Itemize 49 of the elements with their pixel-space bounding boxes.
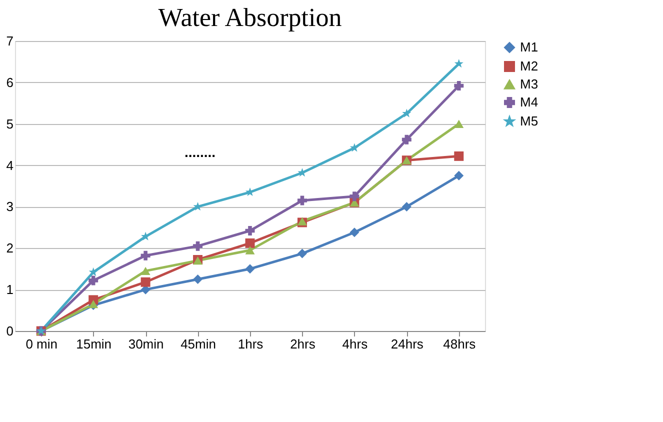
point (245, 226, 255, 236)
point (245, 264, 255, 274)
legend-label: M4 (520, 94, 538, 110)
point (140, 250, 150, 260)
x-tick-label: 45min (180, 336, 216, 352)
point (141, 232, 150, 240)
legend-label: M5 (520, 114, 538, 128)
point (350, 143, 359, 152)
point (245, 238, 255, 248)
legend-label: M1 (520, 40, 538, 54)
y-tick-label: 4 (6, 158, 14, 173)
x-tick-label: 48hrs (443, 336, 476, 352)
chart-title: Water Absorption (158, 3, 342, 32)
y-tick-label: 6 (6, 74, 14, 90)
point (454, 170, 464, 180)
point (454, 120, 464, 128)
x-tick-label: 24hrs (390, 336, 424, 352)
point (88, 267, 98, 276)
legend-label: M3 (520, 76, 538, 92)
point (402, 134, 412, 144)
point (140, 266, 150, 276)
x-tick-label: 15min (76, 336, 112, 352)
x-tick-label: 2hrs (290, 336, 316, 352)
y-tick-label: 1 (6, 282, 14, 298)
point (454, 81, 464, 90)
point (140, 277, 150, 287)
point (193, 274, 203, 284)
y-tick-label: 7 (6, 34, 14, 48)
y-tick-label: 3 (6, 199, 14, 214)
point (297, 248, 307, 258)
point (454, 151, 464, 161)
x-tick-label: 30min (128, 336, 164, 352)
point (350, 192, 360, 202)
point (402, 108, 412, 118)
point (350, 228, 360, 238)
point (297, 196, 307, 206)
legend-label: M2 (520, 58, 538, 74)
point (454, 59, 464, 68)
x-tick-label: 0 min (26, 336, 58, 352)
y-tick-label: 2 (6, 240, 14, 256)
point (88, 276, 98, 286)
y-tick-label: 5 (6, 116, 14, 132)
point (245, 246, 255, 254)
annotation: ........ (184, 144, 216, 160)
y-tick-label: 0 (6, 324, 14, 338)
point (193, 241, 203, 251)
x-tick-label: 1hrs (238, 336, 264, 352)
point (402, 202, 412, 212)
x-tick-label: 4hrs (342, 336, 368, 352)
